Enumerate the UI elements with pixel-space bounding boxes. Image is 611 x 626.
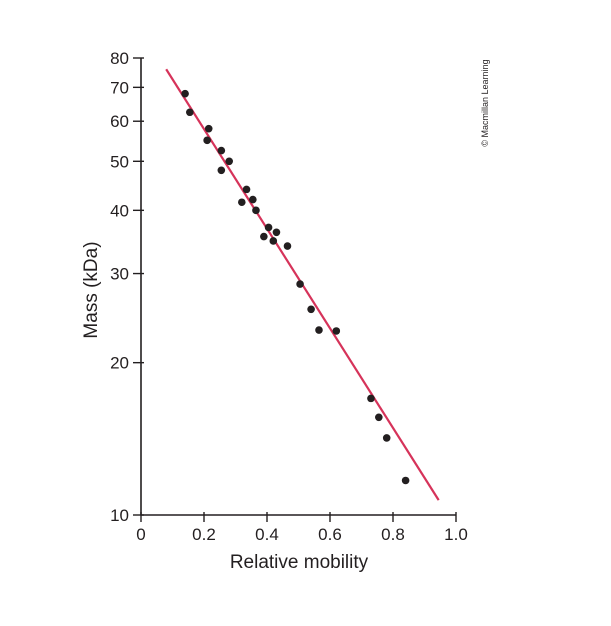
data-point: [186, 108, 194, 117]
credit-label: © Macmillan Learning: [480, 59, 490, 146]
data-point: [367, 394, 375, 403]
data-point: [269, 237, 278, 245]
data-point: [217, 146, 226, 155]
x-axis-title: Relative mobility: [230, 552, 369, 573]
y-tick-label: 10: [110, 506, 129, 525]
y-tick-label: 50: [110, 152, 129, 171]
data-point: [332, 327, 341, 335]
data-point: [203, 136, 211, 145]
y-tick-label: 80: [110, 49, 129, 68]
data-point: [296, 280, 304, 288]
data-point: [252, 206, 260, 215]
data-point: [181, 89, 189, 98]
data-point: [249, 195, 257, 204]
data-point: [264, 223, 273, 232]
y-tick-label: 20: [110, 354, 129, 373]
data-points: [181, 89, 410, 485]
data-point: [307, 305, 315, 314]
data-point: [315, 326, 323, 334]
data-point: [238, 198, 246, 207]
y-axis-title: Mass (kDa): [81, 241, 102, 338]
x-tick-label: 0.8: [381, 525, 405, 544]
data-point: [401, 476, 410, 485]
data-point: [225, 157, 233, 166]
x-tick-label: 1.0: [444, 525, 468, 544]
data-point: [217, 166, 226, 175]
data-point: [382, 434, 391, 442]
y-tick-label: 60: [110, 112, 129, 131]
data-point: [204, 124, 213, 133]
x-tick-label: 0.2: [192, 525, 216, 544]
tick-labels: 10 20 30 40 50 60 70 80 0 0.2 0.4 0.6 0.8 1.0: [110, 49, 468, 544]
axes: [133, 57, 457, 522]
x-tick-label: 0.4: [255, 525, 279, 544]
x-tick-label: 0: [136, 525, 145, 544]
x-tick-label: 0.6: [318, 525, 342, 544]
data-point: [260, 232, 268, 241]
data-point: [272, 228, 281, 237]
data-point: [283, 242, 292, 250]
y-tick-label: 30: [110, 265, 129, 284]
data-point: [375, 413, 383, 422]
y-tick-label: 40: [110, 201, 129, 220]
data-point: [242, 185, 251, 194]
y-tick-label: 70: [110, 78, 129, 97]
